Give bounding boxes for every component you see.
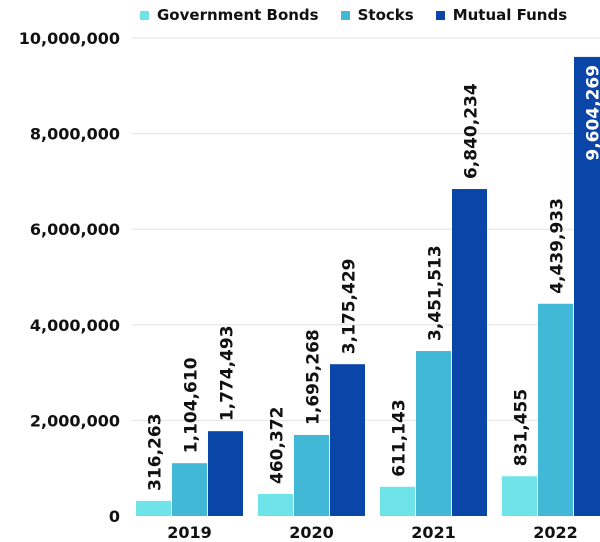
bar xyxy=(452,189,487,517)
legend-label-stocks: Stocks xyxy=(357,6,414,24)
data-label: 4,439,933 xyxy=(548,198,568,294)
bar xyxy=(330,364,365,516)
bar xyxy=(136,500,171,516)
bar xyxy=(416,351,451,516)
data-label: 316,263 xyxy=(146,413,166,490)
y-tick-label: 10,000,000 xyxy=(19,29,120,48)
legend-swatch-mutual-funds xyxy=(435,10,445,20)
data-label: 831,455 xyxy=(512,389,532,466)
data-label: 3,175,429 xyxy=(340,258,360,354)
data-label: 1,774,493 xyxy=(218,325,238,421)
data-label: 1,104,610 xyxy=(182,357,202,453)
x-tick-label: 2022 xyxy=(533,523,578,542)
data-label: 611,143 xyxy=(390,399,410,476)
bar xyxy=(258,493,293,516)
bar xyxy=(294,434,329,516)
data-label: 9,604,269 xyxy=(584,65,600,161)
data-label: 1,695,268 xyxy=(304,329,324,425)
y-tick-label: 8,000,000 xyxy=(30,125,120,144)
data-label: 460,372 xyxy=(268,407,288,484)
y-tick-label: 0 xyxy=(109,507,120,526)
legend-swatch-government-bonds xyxy=(140,10,149,20)
x-tick-label: 2020 xyxy=(289,523,334,542)
bar xyxy=(502,476,537,516)
bar xyxy=(380,486,415,516)
legend-label-mutual-funds: Mutual Funds xyxy=(452,6,568,24)
legend-item-mutual-funds: Mutual Funds xyxy=(435,6,568,24)
legend-item-government-bonds: Government Bonds xyxy=(140,6,319,24)
legend-item-stocks: Stocks xyxy=(340,6,414,24)
data-label: 3,451,513 xyxy=(426,245,446,341)
bar xyxy=(208,431,243,516)
x-tick-label: 2021 xyxy=(411,523,456,542)
legend: Government Bonds Stocks Mutual Funds xyxy=(140,6,567,24)
legend-swatch-stocks xyxy=(340,10,350,20)
x-tick-label: 2019 xyxy=(167,523,212,542)
y-tick-label: 6,000,000 xyxy=(30,220,120,239)
y-tick-label: 2,000,000 xyxy=(30,411,120,430)
bar xyxy=(172,463,207,516)
data-label: 6,840,234 xyxy=(462,83,482,179)
bar xyxy=(538,303,573,516)
bar xyxy=(574,56,600,516)
y-tick-label: 4,000,000 xyxy=(30,316,120,335)
legend-label-government-bonds: Government Bonds xyxy=(157,6,319,24)
